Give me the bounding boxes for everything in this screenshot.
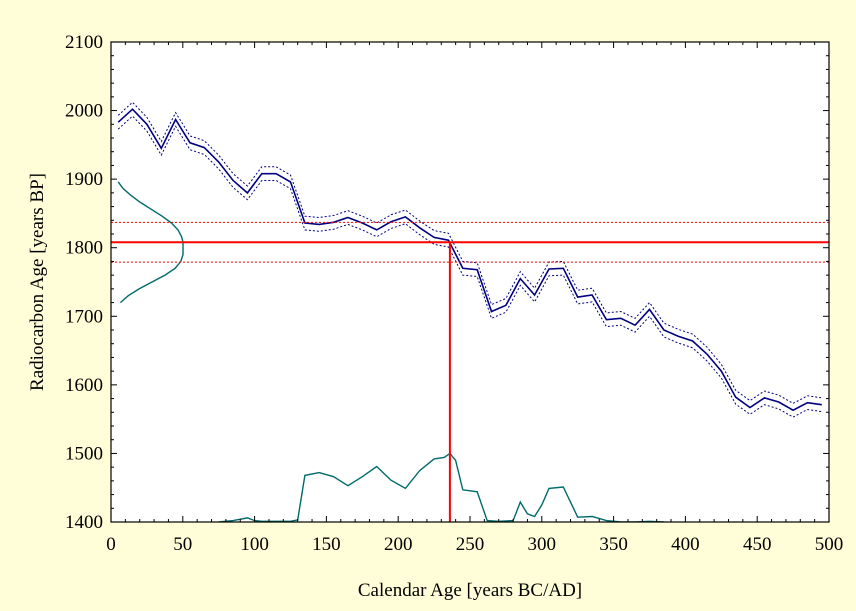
- calibration-curve: [117, 108, 822, 412]
- y-tick-label: 1800: [65, 238, 103, 259]
- y-tick-label: 2100: [65, 32, 103, 53]
- calibration-curve-upper-bound: [117, 101, 822, 404]
- x-tick-label: 50: [173, 534, 192, 555]
- x-tick-label: 350: [599, 534, 628, 555]
- y-tick-label: 2000: [65, 101, 103, 122]
- x-tick-label: 400: [671, 534, 700, 555]
- x-tick-label: 200: [384, 534, 413, 555]
- y-tick-label: 1400: [65, 512, 103, 533]
- x-axis-title: Calendar Age [years BC/AD]: [358, 580, 582, 601]
- y-axis-title: Radiocarbon Age [years BP]: [27, 173, 48, 391]
- calibration-curve-lower-bound: [117, 115, 822, 418]
- y-tick-label: 1500: [65, 443, 103, 464]
- x-tick-label: 500: [815, 534, 844, 555]
- x-tick-label: 0: [106, 534, 116, 555]
- y-tick-label: 1600: [65, 375, 103, 396]
- x-tick-label: 300: [528, 534, 557, 555]
- plot-area: [111, 42, 829, 522]
- x-tick-label: 150: [312, 534, 341, 555]
- x-tick-label: 450: [743, 534, 772, 555]
- x-tick-label: 250: [456, 534, 485, 555]
- y-tick-label: 1900: [65, 169, 103, 190]
- x-tick-label: 100: [240, 534, 269, 555]
- y-tick-label: 1700: [65, 306, 103, 327]
